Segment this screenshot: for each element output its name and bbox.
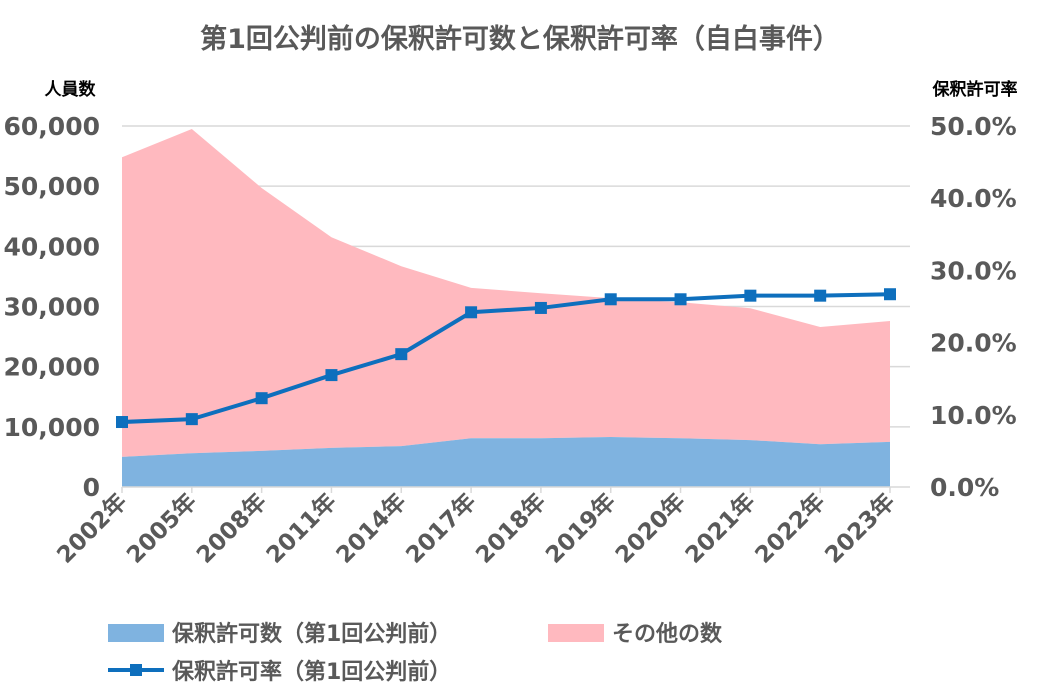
legend-swatch-permits — [108, 624, 164, 642]
legend-label-rate: 保釈許可率（第1回公判前） — [171, 659, 451, 685]
x-tick-label: 2005年 — [121, 488, 202, 569]
area-other — [122, 129, 890, 457]
rate-marker — [465, 306, 478, 319]
x-tick-label: 2020年 — [610, 488, 691, 569]
left-tick-label: 30,000 — [4, 293, 100, 322]
left-axis-label: 人員数 — [45, 79, 97, 100]
x-tick-label: 2019年 — [540, 488, 621, 569]
right-tick-label: 10.0% — [930, 401, 1017, 430]
rate-marker — [185, 413, 198, 426]
right-tick-label: 40.0% — [930, 184, 1017, 213]
x-tick-label: 2011年 — [261, 488, 342, 569]
legend-marker-rate — [130, 664, 142, 676]
right-tick-label: 20.0% — [930, 329, 1017, 358]
rate-marker — [884, 288, 896, 301]
area-permits — [122, 437, 890, 487]
left-tick-label: 20,000 — [4, 353, 100, 382]
rate-marker — [674, 293, 687, 306]
rate-line — [121, 292, 891, 425]
rate-marker — [604, 293, 617, 306]
left-tick-label: 0 — [83, 473, 100, 502]
right-tick-label: 30.0% — [930, 256, 1017, 285]
right-tick-label: 0.0% — [930, 473, 999, 502]
left-tick-label: 40,000 — [4, 232, 100, 261]
rate-marker — [744, 289, 757, 302]
x-tick-label: 2018年 — [471, 488, 552, 569]
x-tick-label: 2008年 — [191, 488, 272, 569]
right-tick-label: 50.0% — [930, 112, 1017, 141]
rate-marker — [534, 301, 547, 314]
left-tick-label: 10,000 — [4, 413, 100, 442]
rate-marker — [395, 348, 408, 361]
x-tick-label: 2022年 — [750, 488, 831, 569]
x-tick-label: 2017年 — [401, 488, 482, 569]
x-tick-label: 2023年 — [820, 488, 901, 569]
left-tick-label: 50,000 — [4, 172, 100, 201]
x-tick-label: 2021年 — [680, 488, 761, 569]
chart-title: 第1回公判前の保釈許可数と保釈許可率（自白事件） — [200, 23, 840, 55]
right-axis-label: 保釈許可率 — [932, 79, 1018, 100]
legend-label-other: その他の数 — [612, 621, 723, 647]
legend-label-permits: 保釈許可数（第1回公判前） — [171, 621, 451, 647]
rate-marker — [116, 416, 128, 429]
rate-marker — [255, 392, 268, 405]
rate-marker — [325, 369, 338, 382]
legend: 保釈許可数（第1回公判前） その他の数 保釈許可率（第1回公判前） — [108, 621, 723, 685]
legend-swatch-other — [548, 624, 604, 642]
x-tick-label: 2014年 — [331, 488, 412, 569]
rate-marker — [814, 289, 827, 302]
left-tick-label: 60,000 — [4, 112, 100, 141]
